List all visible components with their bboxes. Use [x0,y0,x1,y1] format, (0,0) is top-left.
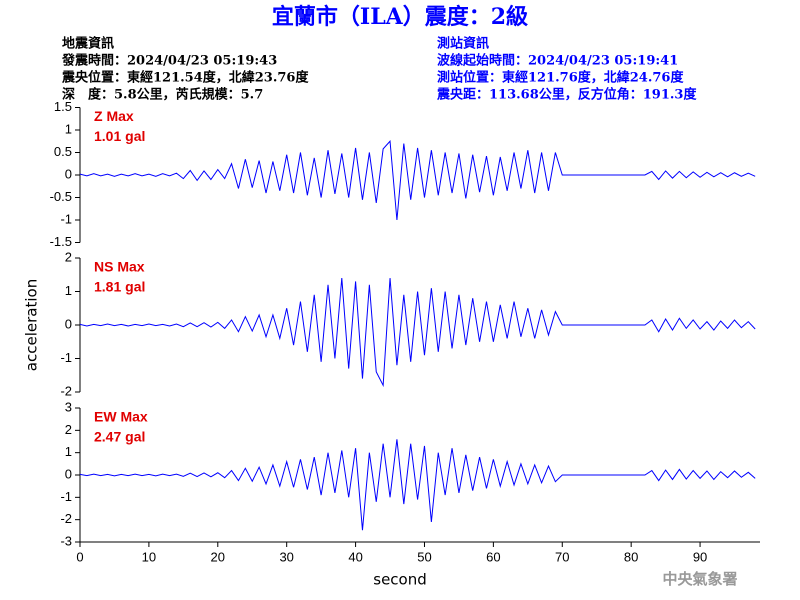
x-tick-label: 10 [142,549,156,564]
y-tick-label: 3 [65,399,72,414]
panel-label: NS Max [94,259,145,275]
y-tick-label: -3 [60,533,72,548]
watermark: 中央氣象署 [662,570,737,588]
x-tick-label: 20 [211,549,225,564]
station-info: 波線起始時間：2024/04/23 05:19:41 [437,53,678,69]
y-tick-label: -1 [60,350,72,365]
panel-label: Z Max [94,108,134,124]
info: 震央位置：東經121.54度，北緯23.76度 [61,70,309,86]
waveform [79,140,756,221]
y-tick-label: 2 [65,249,72,264]
panel-label: 1.81 gal [94,279,145,295]
info: 發震時間：2024/04/23 05:19:43 [61,53,277,69]
y-tick-label: -2 [60,511,72,526]
station-info: 測站位置：東經121.76度，北緯24.76度 [437,70,684,86]
station-info: 測站資訊 [437,36,489,52]
x-tick-label: 0 [76,549,83,564]
waveform [79,278,756,388]
title: 宜蘭市（ILA）震度：2級 [272,4,528,30]
info: 地震資訊 [62,36,114,52]
y-tick-label: -0.5 [50,189,72,204]
y-tick-label: 0 [65,316,72,331]
x-tick-label: 90 [693,549,707,564]
y-tick-label: 0.5 [54,144,72,159]
y-tick-label: -1 [60,211,72,226]
x-tick-label: 60 [486,549,500,564]
x-tick-label: 40 [348,549,362,564]
x-tick-label: 70 [555,549,569,564]
x-tick-label: 30 [279,549,293,564]
x-axis-label: second [373,571,427,589]
y-tick-label: -2 [60,383,72,398]
y-tick-label: -1 [60,489,72,504]
panel-label: EW Max [94,409,148,425]
y-tick-label: 2 [65,422,72,437]
y-tick-label: 0 [65,166,72,181]
y-tick-label: 1 [65,121,72,136]
y-tick-label: 1.5 [54,99,72,114]
x-tick-label: 80 [624,549,638,564]
panel-label: 2.47 gal [94,429,145,445]
x-tick-label: 50 [417,549,431,564]
y-tick-label: 0 [65,466,72,481]
y-tick-label: -1.5 [50,234,72,249]
y-axis-label: acceleration [23,279,41,371]
station-info: 震央距：113.68公里，反方位角：191.3度 [436,87,697,103]
y-tick-label: 1 [65,444,72,459]
waveform [79,439,756,531]
y-tick-label: 1 [65,283,72,298]
info: 深 度：5.8公里，芮氏規模：5.7 [62,87,263,103]
panel-label: 1.01 gal [94,128,145,144]
